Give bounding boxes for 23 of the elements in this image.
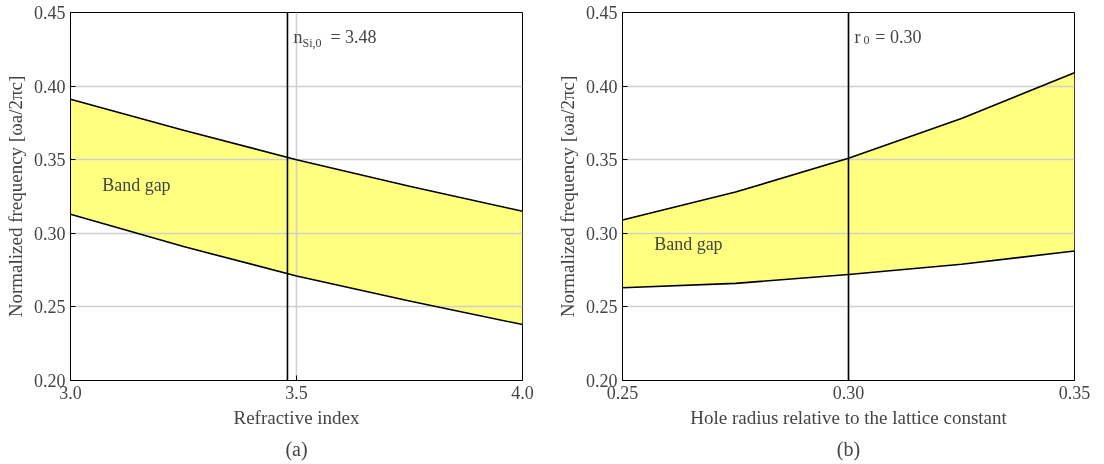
annotation: Band gap: [654, 234, 723, 255]
y-tick-label: 0.35: [586, 150, 618, 171]
x-axis-title: Refractive index: [233, 406, 361, 428]
y-tick-label: 0.40: [586, 76, 618, 97]
y-tick-label: 0.25: [34, 297, 66, 318]
y-tick-label: 0.30: [34, 223, 66, 244]
y-tick-label: 0.35: [34, 150, 66, 171]
y-tick-label: 0.45: [586, 3, 618, 23]
y-tick-label: 0.40: [34, 76, 66, 97]
y-axis-title: Normalized frequency [ωa/2πc]: [5, 75, 26, 318]
x-tick-label: 4.0: [511, 382, 534, 403]
text: (a): [285, 437, 308, 461]
y-axis-title: Normalized frequency [ωa/2πc]: [557, 75, 578, 318]
y-tick-label: 0.30: [586, 223, 618, 244]
y-tick-label: 0.45: [34, 3, 66, 23]
x-tick-label: 0.30: [832, 382, 865, 403]
x-tick-label: 0.35: [1058, 382, 1091, 403]
y-tick-label: 0.25: [586, 297, 618, 318]
x-axis-title: Hole radius relative to the lattice constant: [690, 406, 1008, 428]
x-tick-label: 3.5: [285, 382, 308, 403]
annotation: Band gap: [102, 175, 171, 196]
ref-line-label: r0 = 0.30: [854, 27, 922, 48]
text: (b): [836, 437, 861, 461]
